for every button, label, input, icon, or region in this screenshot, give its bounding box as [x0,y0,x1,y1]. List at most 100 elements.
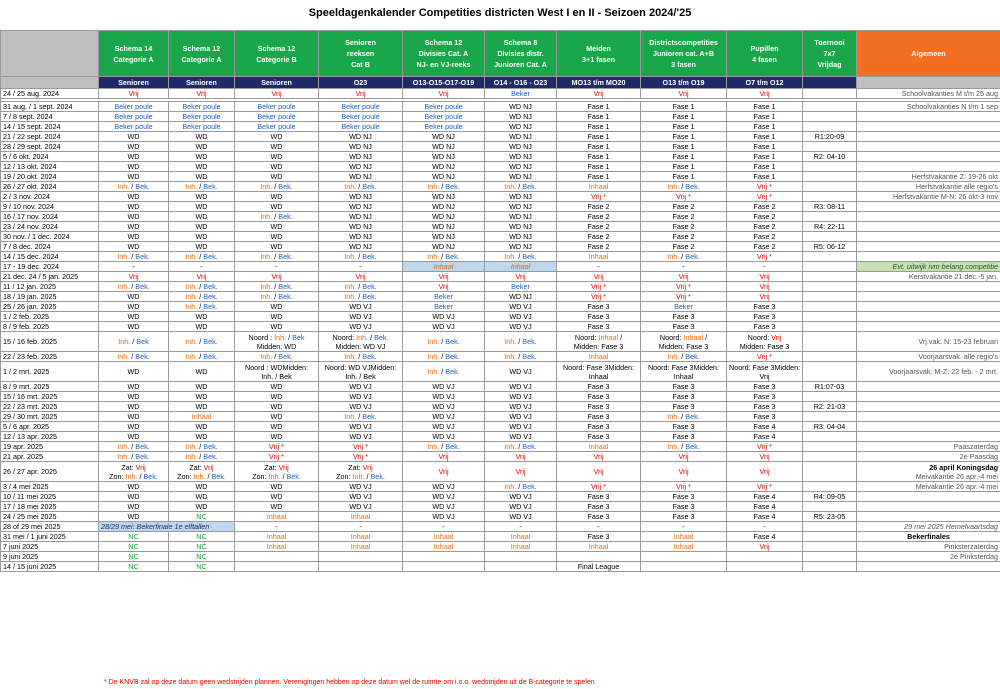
schedule-cell: WD NJ [318,161,403,172]
schedule-cell: Vrij [402,461,485,482]
schedule-cell [802,351,857,362]
schedule-cell: Vrij [726,291,803,302]
schedule-cell: WD [234,191,319,202]
schedule-cell: Fase 3 [640,431,727,442]
schedule-cell: Beker poule [234,101,319,112]
schedule-cell: Vrij [640,271,727,282]
schedule-cell: NC [98,541,169,552]
schedule-cell [802,211,857,222]
schedule-row: 15 / 16 feb. 2025 Inh. / Bek Inh. / Bek. No… [0,331,1000,352]
schedule-cell: WD [98,501,169,512]
schedule-cell: Noord : WDMidden: Inh. / Bek [234,361,319,382]
schedule-cell: WD [168,311,235,322]
column-subheader: O7 t/m O12 [726,76,803,89]
schedule-cell: NC [98,531,169,542]
schedule-cell [802,411,857,422]
schedule-row: 2 / 3 nov. 2024 WD WD WD WD NJ WD NJ WD NJ Vrij… [0,191,1000,202]
schedule-cell: Noord: Inhaal / Midden: Fase 3 [640,331,727,352]
schedule-cell: WD [168,491,235,502]
date-cell: 17 - 19 dec. 2024 [0,261,99,272]
schedule-cell: Fase 1 [556,151,641,162]
schedule-cell: Inh. / Bek. [168,291,235,302]
schedule-cell: Fase 1 [640,111,727,122]
schedule-cell: Beker poule [402,111,485,122]
schedule-cell: - [640,521,727,532]
schedule-cell: Inh. / Bek. [168,301,235,312]
schedule-cell: WD NJ [484,291,557,302]
schedule-cell: NC [98,551,169,562]
schedule-cell [802,331,857,352]
schedule-cell: Beker [402,291,485,302]
schedule-cell: Vrij [402,451,485,462]
schedule-cell: Vrij [318,88,403,99]
schedule-cell: Inh. / Bek. [484,441,557,452]
schedule-cell: WD VJ [402,421,485,432]
schedule-cell: Fase 1 [726,101,803,112]
date-cell: 12 / 13 apr. 2025 [0,431,99,442]
schedule-cell: Fase 3 [640,321,727,332]
schedule-cell [640,561,727,572]
date-cell: 12 / 13 okt. 2024 [0,161,99,172]
schedule-row: 14 / 15 dec. 2024 Inh. / Bek. Inh. / Bek. I… [0,251,1000,262]
schedule-cell [802,361,857,382]
schedule-cell: WD [98,321,169,332]
schedule-cell: WD [168,211,235,222]
schedule-cell: WD [168,131,235,142]
schedule-cell [556,551,641,562]
schedule-cell: WD [98,221,169,232]
schedule-row: 16 / 17 nov. 2024 WD WD Inh. / Bek. WD NJ WD … [0,211,1000,222]
schedule-cell: - [98,261,169,272]
schedule-cell: NC [168,561,235,572]
schedule-cell: Fase 3 [726,391,803,402]
schedule-cell: WD [234,221,319,232]
schedule-cell: Inh. / Bek. [168,181,235,192]
schedule-cell: Inh. / Bek. [98,251,169,262]
schedule-cell: Fase 1 [556,101,641,112]
column-subheader: Senioren [98,76,169,89]
schedule-cell: WD [234,431,319,442]
schedule-cell: WD NJ [318,171,403,182]
schedule-cell: WD [98,511,169,522]
schedule-cell: WD VJ [402,411,485,422]
schedule-cell: Inh. / Bek. [318,281,403,292]
schedule-cell: Inh. / Bek. [318,181,403,192]
date-cell: 19 / 20 okt. 2024 [0,171,99,182]
date-cell: 2 / 3 nov. 2024 [0,191,99,202]
schedule-cell: Fase 2 [640,211,727,222]
schedule-cell: Inh. / Bek. [234,351,319,362]
schedule-cell: Beker [402,301,485,312]
schedule-cell: Vrij [556,461,641,482]
schedule-cell: Inhaal [556,351,641,362]
notes-cell [856,241,1000,252]
schedule-cell: Fase 1 [556,161,641,172]
notes-cell [856,151,1000,162]
schedule-cell: Fase 3 [640,511,727,522]
schedule-cell: Vrij [640,88,727,99]
schedule-cell [640,551,727,562]
schedule-cell: Fase 1 [726,121,803,132]
schedule-cell: NC [168,511,235,522]
notes-cell: 29 mei 2025 Hemelvaartsdag [856,521,1000,532]
page-title: Speeldagenkalender Competities districte… [308,7,692,19]
schedule-cell [402,551,485,562]
date-cell: 1 / 2 feb. 2025 [0,311,99,322]
schedule-cell: Vrij [726,281,803,292]
schedule-cell: Vrij [640,451,727,462]
schedule-cell: WD NJ [484,101,557,112]
schedule-cell: Noord: Fase 3Midden: Vrij [726,361,803,382]
schedule-cell: Inh. / Bek. [98,281,169,292]
schedule-row: 10 / 11 mei 2025 WD WD WD WD VJ WD VJ WD VJ Fas… [0,491,1000,502]
column-header: Senioren reeksen Cat B [318,30,403,77]
date-cell: 3 / 4 mei 2025 [0,481,99,492]
schedule-cell [234,551,319,562]
schedule-cell: WD VJ [484,311,557,322]
schedule-cell: WD NJ [484,241,557,252]
schedule-cell: WD [168,161,235,172]
schedule-cell: Vrij [726,271,803,282]
schedule-cell: Fase 1 [640,161,727,172]
schedule-cell: Inh. / Bek. [402,251,485,262]
date-cell: 8 / 9 mrt. 2025 [0,381,99,392]
schedule-cell: Vrij * [556,191,641,202]
schedule-cell: WD NJ [318,221,403,232]
schedule-cell: WD NJ [484,191,557,202]
